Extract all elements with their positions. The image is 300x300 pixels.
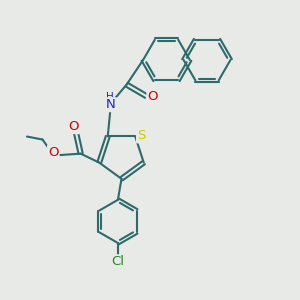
Text: H: H (106, 92, 113, 102)
Text: Cl: Cl (111, 255, 124, 268)
Text: O: O (48, 146, 58, 159)
Text: O: O (68, 120, 79, 133)
Text: S: S (137, 129, 146, 142)
Text: N: N (106, 98, 116, 111)
Text: O: O (148, 89, 158, 103)
